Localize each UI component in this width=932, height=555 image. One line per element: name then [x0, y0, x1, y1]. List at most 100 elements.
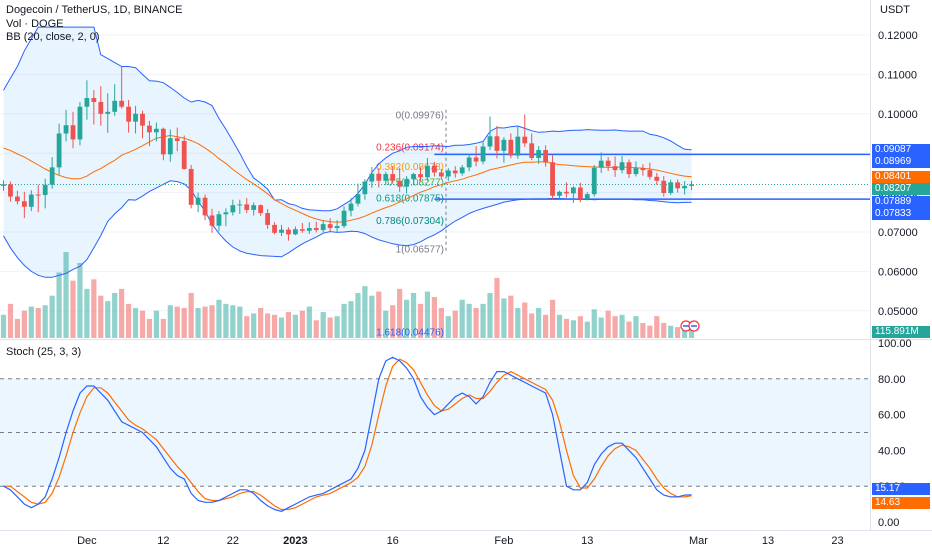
candle[interactable]: [390, 174, 396, 181]
candle[interactable]: [404, 179, 409, 187]
candle[interactable]: [362, 181, 368, 195]
candle[interactable]: [327, 224, 333, 229]
candle[interactable]: [355, 194, 361, 204]
candle[interactable]: [682, 185, 687, 189]
candle[interactable]: [543, 150, 548, 163]
candle[interactable]: [216, 214, 222, 226]
candle[interactable]: [244, 204, 250, 210]
candle[interactable]: [306, 228, 312, 231]
candle[interactable]: [279, 229, 284, 233]
candle[interactable]: [84, 98, 90, 107]
candle[interactable]: [195, 197, 201, 205]
candle[interactable]: [640, 168, 646, 171]
candle[interactable]: [230, 205, 236, 213]
candle[interactable]: [612, 166, 618, 171]
candle[interactable]: [28, 194, 34, 207]
candle[interactable]: [119, 100, 125, 107]
candle[interactable]: [167, 138, 173, 155]
candle[interactable]: [661, 180, 667, 193]
candle[interactable]: [432, 165, 437, 173]
candle[interactable]: [494, 136, 500, 151]
candle[interactable]: [369, 173, 375, 182]
candle[interactable]: [536, 150, 542, 158]
candle[interactable]: [181, 140, 187, 169]
candle[interactable]: [147, 125, 152, 133]
volume-legend[interactable]: Vol · DOGE: [6, 18, 64, 30]
candle[interactable]: [299, 229, 305, 231]
candle[interactable]: [49, 167, 55, 185]
candle[interactable]: [348, 203, 354, 211]
candle[interactable]: [383, 174, 389, 181]
candle[interactable]: [577, 187, 583, 199]
candle[interactable]: [320, 224, 326, 231]
candle[interactable]: [591, 167, 597, 195]
candle[interactable]: [452, 170, 458, 174]
candle[interactable]: [272, 224, 277, 233]
candle[interactable]: [445, 170, 451, 177]
candle[interactable]: [21, 201, 27, 207]
candle[interactable]: [487, 136, 493, 147]
candle[interactable]: [223, 212, 229, 215]
candle[interactable]: [571, 187, 576, 194]
candle[interactable]: [605, 160, 611, 167]
candle[interactable]: [313, 228, 319, 231]
candle[interactable]: [63, 125, 69, 134]
candle[interactable]: [668, 182, 674, 193]
candle[interactable]: [529, 143, 535, 158]
candle[interactable]: [626, 162, 632, 175]
candle[interactable]: [376, 173, 382, 181]
candle[interactable]: [8, 184, 13, 197]
candle[interactable]: [133, 113, 138, 122]
candle[interactable]: [258, 205, 264, 214]
candle[interactable]: [466, 157, 472, 168]
candle[interactable]: [418, 174, 423, 178]
candle[interactable]: [564, 191, 569, 194]
symbol-title[interactable]: Dogecoin / TetherUS, 1D, BINANCE: [6, 4, 183, 16]
candle[interactable]: [334, 226, 340, 229]
candle[interactable]: [459, 167, 465, 174]
candle[interactable]: [154, 128, 159, 133]
candle[interactable]: [522, 136, 528, 144]
candle[interactable]: [515, 136, 521, 156]
candle[interactable]: [105, 111, 111, 114]
candle[interactable]: [689, 184, 694, 186]
candle[interactable]: [112, 100, 118, 112]
candle[interactable]: [598, 160, 604, 168]
candle[interactable]: [508, 139, 514, 156]
candle[interactable]: [647, 170, 653, 177]
candle[interactable]: [35, 194, 41, 196]
candle[interactable]: [174, 138, 180, 141]
candle[interactable]: [473, 157, 479, 162]
candle[interactable]: [501, 139, 507, 151]
candle[interactable]: [77, 106, 83, 140]
candle[interactable]: [209, 215, 215, 226]
candle[interactable]: [91, 98, 97, 102]
candle[interactable]: [42, 184, 48, 195]
candle[interactable]: [251, 205, 257, 210]
candle[interactable]: [265, 213, 270, 225]
candle[interactable]: [557, 191, 562, 196]
candle[interactable]: [619, 162, 625, 171]
candle[interactable]: [480, 146, 486, 162]
candle[interactable]: [1, 184, 6, 186]
candle[interactable]: [286, 229, 291, 235]
stochastic-legend[interactable]: Stoch (25, 3, 3): [6, 346, 82, 358]
candle[interactable]: [550, 162, 555, 196]
candle[interactable]: [126, 106, 131, 122]
candle[interactable]: [202, 197, 208, 216]
candle[interactable]: [397, 180, 403, 187]
candle[interactable]: [341, 210, 347, 227]
candle[interactable]: [425, 165, 430, 178]
candle[interactable]: [70, 125, 76, 140]
candle[interactable]: [15, 196, 20, 202]
candle[interactable]: [140, 113, 145, 126]
candle[interactable]: [675, 182, 681, 189]
candle[interactable]: [160, 128, 166, 155]
candle[interactable]: [293, 229, 298, 235]
bollinger-legend[interactable]: BB (20, close, 2, 0): [6, 31, 100, 43]
candle[interactable]: [438, 172, 444, 177]
candle[interactable]: [98, 101, 104, 114]
candle[interactable]: [411, 174, 416, 180]
